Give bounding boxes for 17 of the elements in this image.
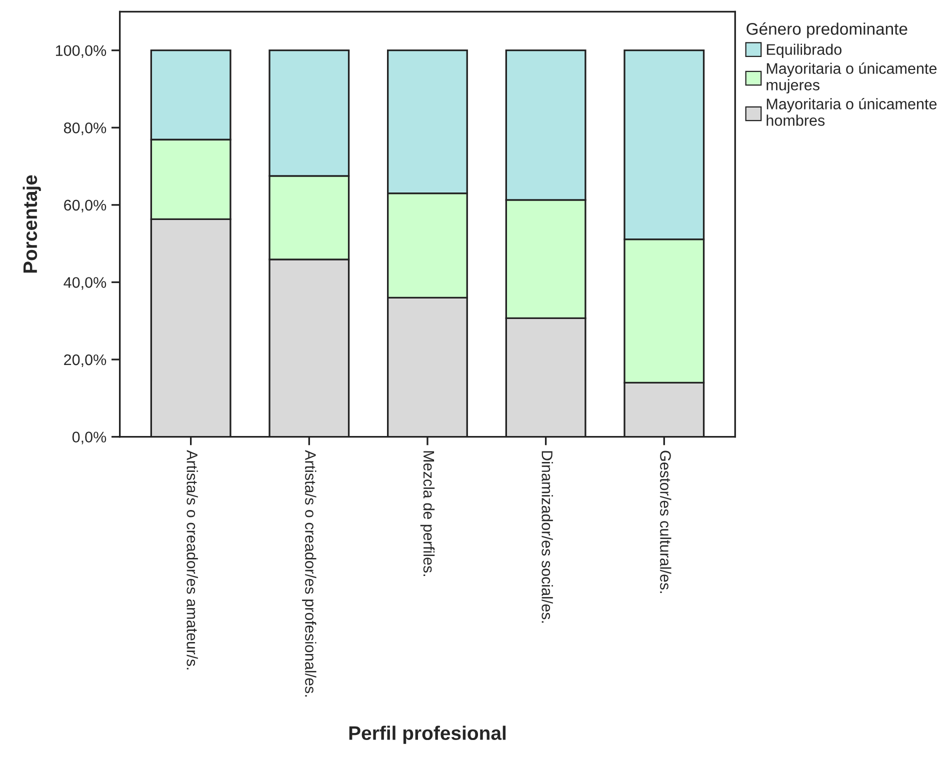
x-tick-label: Dinamizador/es social/es.: [542, 451, 553, 623]
y-tick-label: 100,0%: [56, 45, 106, 58]
y-tick-label: 60,0%: [64, 200, 106, 212]
x-tick-label: Gestor/es cultural/es.: [660, 450, 672, 593]
x-tick-label: Artista/s o creador/es amateur/s.: [186, 450, 198, 670]
legend-label: Equilibrado: [766, 44, 842, 58]
y-tick-label: 0,0%: [72, 432, 106, 444]
x-tick-label: Artista/s o creador/es profesional/es.: [302, 450, 316, 697]
y-tick-label: 20,0%: [64, 354, 106, 367]
legend-label: Mayoritaria o únicamente mujeres: [766, 62, 937, 94]
legend-label: Mayoritaria o únicamente hombres: [766, 98, 937, 126]
legend-title: Género predominante: [746, 22, 908, 38]
x-axis-title: Perfil profesional: [349, 726, 506, 744]
x-tick-label: Mezcla de perfiles.: [420, 451, 435, 576]
y-tick-label: 80,0%: [64, 122, 106, 136]
y-axis-title: Porcentaje: [22, 175, 41, 273]
y-tick-label: 40,0%: [64, 277, 106, 290]
